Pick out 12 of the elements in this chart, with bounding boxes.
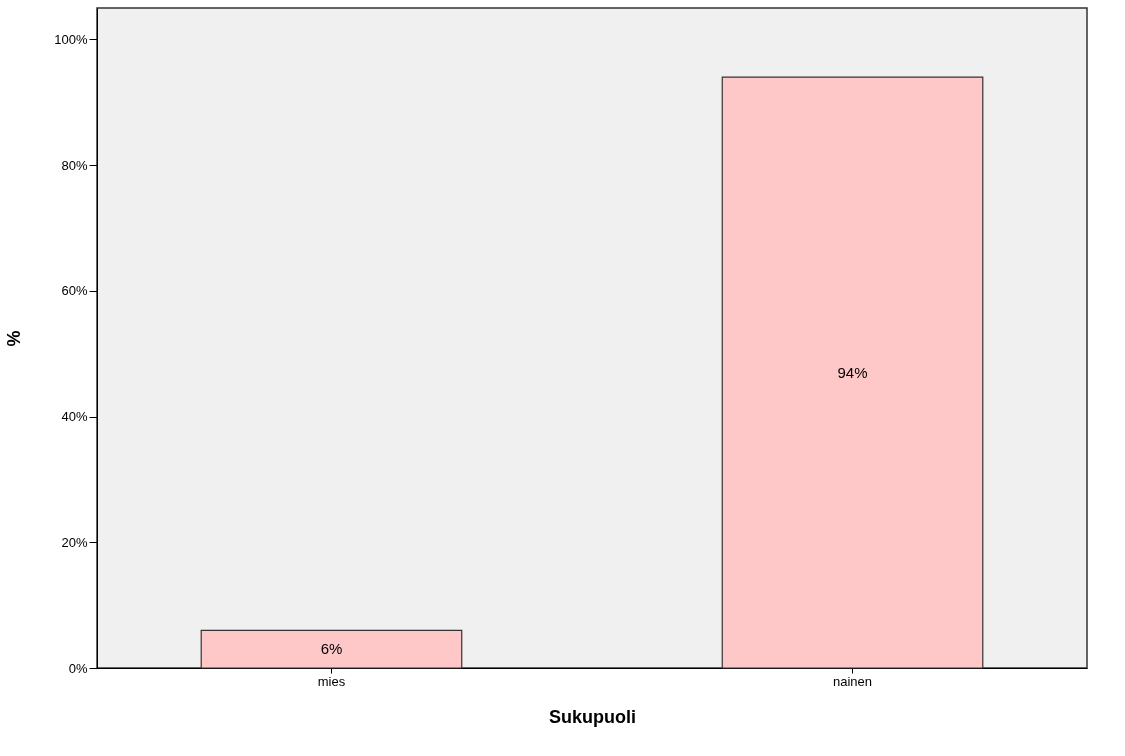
- y-tick-label: 60%: [61, 283, 88, 299]
- data-label: 6%: [320, 640, 343, 658]
- y-tick-label: 40%: [61, 409, 88, 425]
- x-tick-label: nainen: [833, 673, 873, 689]
- y-axis-title: %: [4, 330, 25, 347]
- data-label: 94%: [837, 363, 868, 381]
- x-tick-label: mies: [317, 673, 346, 689]
- y-tick-label: 80%: [61, 157, 88, 173]
- x-axis-title: Sukupuoli: [549, 706, 636, 727]
- y-tick-label: 100%: [54, 31, 88, 47]
- y-tick-label: 20%: [61, 534, 88, 550]
- y-tick-label: 0%: [68, 660, 88, 676]
